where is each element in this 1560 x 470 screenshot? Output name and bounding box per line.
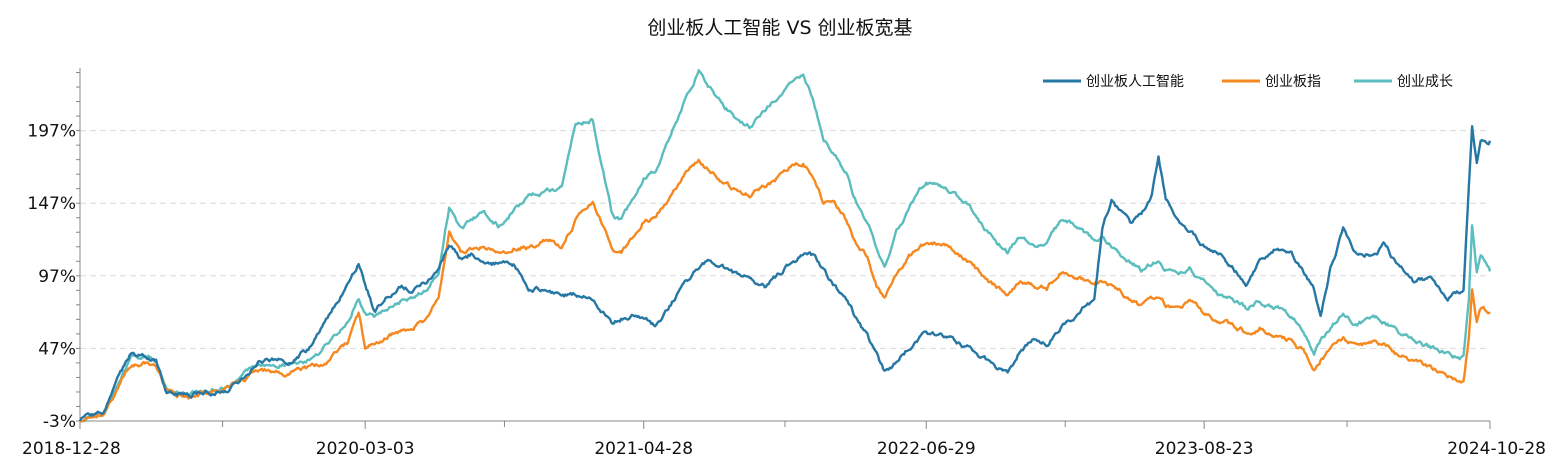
x-tick-label: 2021-04-28 (594, 439, 693, 459)
y-tick-label: 197% (27, 122, 76, 142)
series-line-2 (80, 69, 1492, 423)
series-line-1 (80, 158, 1491, 423)
chart-title: 创业板人工智能 VS 创业板宽基 (647, 17, 912, 39)
grid-lines (80, 130, 1490, 349)
legend-label-2: 创业成长 (1397, 74, 1453, 90)
x-axis: 2018-12-28 2020-03-03 2021-04-28 2022-06-29… (22, 420, 1546, 459)
series-line-0 (78, 125, 1492, 422)
y-tick-label: 97% (38, 267, 76, 287)
x-tick-label: 2020-03-03 (316, 439, 415, 459)
legend-label-1: 创业板指 (1265, 74, 1321, 90)
x-tick-label: 2023-08-23 (1155, 439, 1254, 459)
legend-label-0: 创业板人工智能 (1086, 74, 1184, 90)
x-tick-label: 2022-06-29 (877, 439, 976, 459)
legend: 创业板人工智能 创业板指 创业成长 (1043, 74, 1453, 90)
y-tick-label: 147% (27, 194, 76, 214)
y-tick-label: -3% (43, 412, 76, 432)
x-tick-label: 2024-10-28 (1447, 439, 1546, 459)
y-tick-label: 47% (38, 339, 76, 359)
x-tick-label: 2018-12-28 (22, 439, 121, 459)
y-axis: -3% 47% 97% 147% 197% (27, 68, 81, 432)
series-layer (78, 69, 1492, 423)
